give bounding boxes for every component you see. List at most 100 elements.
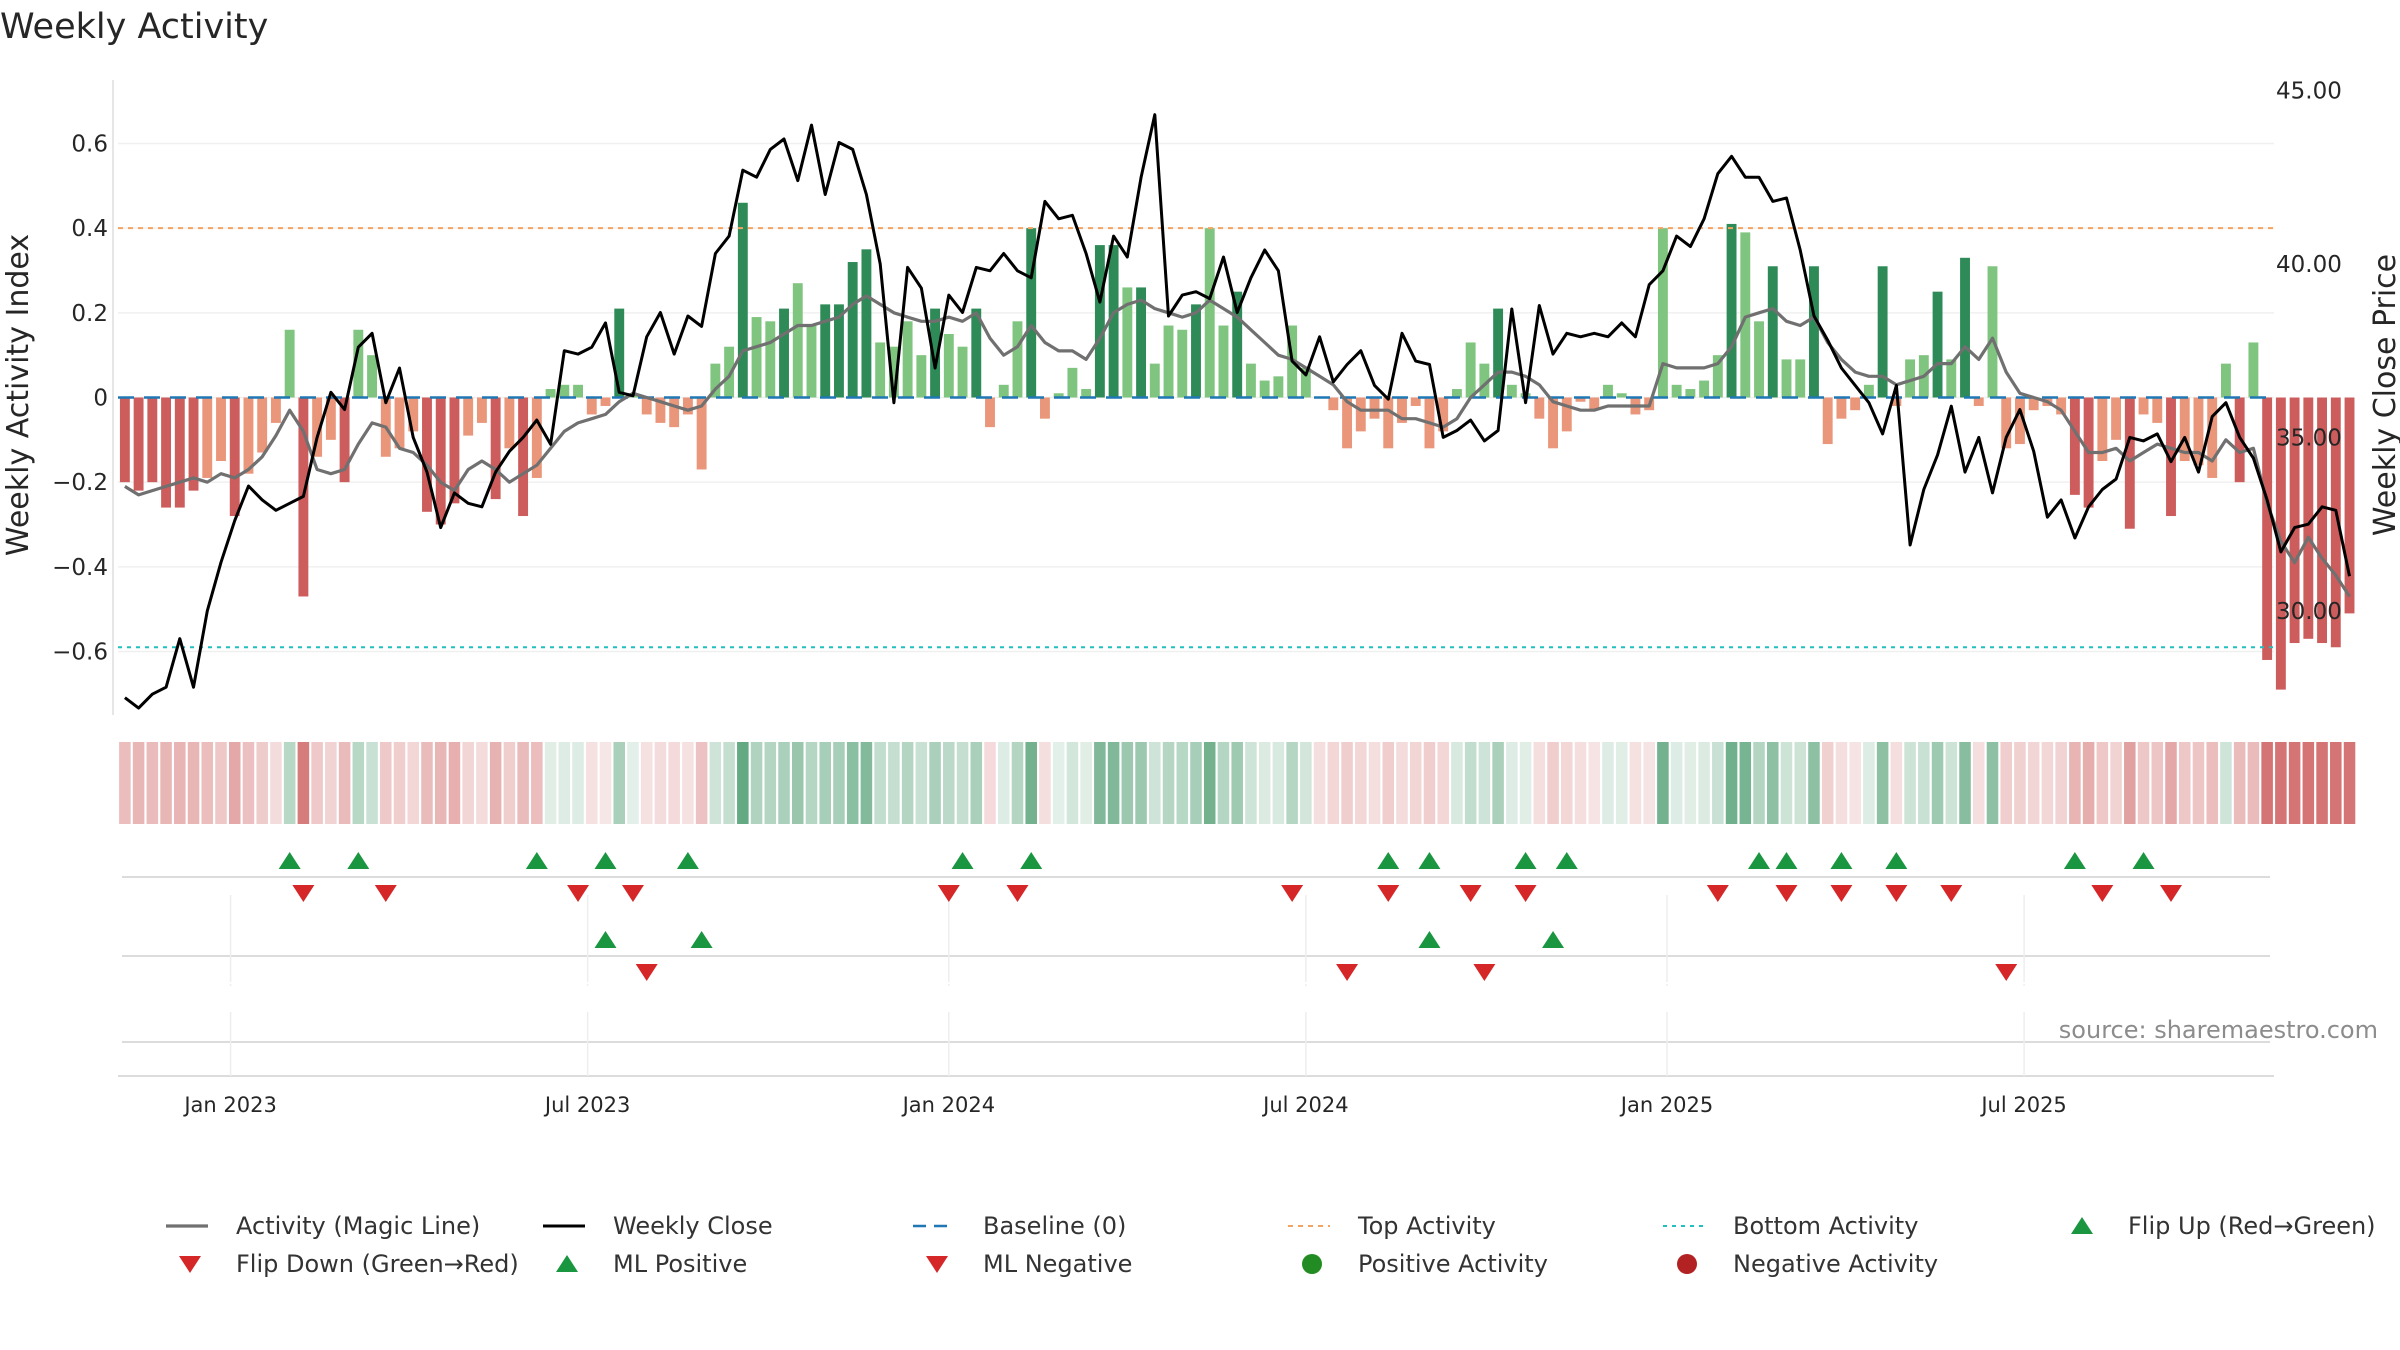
activity-bar [2138,397,2149,415]
flip-down-marker [292,885,315,902]
heat-strip-cell [476,742,488,824]
heat-strip-cell [1931,742,1944,824]
activity-bar [669,397,680,428]
heat-strip-cell [2096,742,2109,824]
heat-strip-cell [723,742,735,824]
heat-strip-cell [1615,742,1628,824]
heat-strip-cell [984,742,996,824]
x-tick-label: Jan 2024 [901,1093,996,1117]
activity-bar [1122,287,1133,398]
flip-down-marker [374,885,397,902]
flip-down-marker [1459,885,1482,902]
heat-strip-cell [2069,742,2081,824]
activity-bar [1355,397,1366,432]
heat-strip-cell [2316,742,2328,824]
activity-bar [820,304,831,398]
activity-bar [1218,325,1229,398]
activity-bar [971,308,982,398]
heat-strip-cell [2178,742,2191,824]
flip-down-marker [1940,885,1963,902]
activity-bar [2303,397,2314,639]
heat-strip-cell [1409,742,1422,824]
y-tick-label: −0.2 [52,470,108,496]
activity-bar [174,397,185,508]
activity-bar [916,355,927,398]
heat-strip-cell [737,742,749,824]
heat-strip-cell [393,742,406,824]
weekly-close-line [123,113,2351,710]
flip-up-marker [676,852,699,869]
activity-bar [1397,397,1407,423]
legend-label: Flip Down (Green→Red) [236,1250,519,1278]
activity-bars [119,202,2355,690]
activity-bar [1671,384,1682,398]
y-tick-label: −0.6 [52,640,108,666]
flip-down-marker [1514,885,1537,902]
heat-strip-cell [434,742,447,824]
flip-up-marker [2063,852,2086,869]
heat-strip-cell [558,742,571,824]
source-credit: source: sharemaestro.com [2059,1016,2378,1044]
heat-strip-cell [1986,742,1999,824]
activity-bar [1094,245,1105,398]
heat-strip-cell [1643,742,1655,824]
heat-strip-cell [1712,742,1724,824]
heat-strip-cell [764,742,777,824]
heat-strip-cell [791,742,804,824]
activity-bar [655,397,666,423]
activity-bar [161,397,172,508]
activity-bar [861,249,872,398]
flip-up-marker [278,852,301,869]
heat-strip-cell [1423,742,1436,824]
activity-bar [930,308,941,398]
activity-bar [1383,397,1394,449]
heat-strip-cell [1258,742,1271,824]
activity-bar [2111,397,2122,440]
activity-bar [1589,397,1600,411]
legend-swatch-up-triangle [556,1255,578,1272]
heat-strip-cell [599,742,612,824]
date-axis: Jan 2023 Jul 2023 Jan 2024 Jul 2024 Jan 2025… [182,1093,2066,1117]
activity-bar [559,384,570,398]
heat-strip-cell [1478,742,1491,824]
activity-bar [875,342,886,398]
flip-up-marker [1555,852,1578,869]
activity-bar [188,397,199,491]
activity-bar [1163,325,1174,398]
legend-label: Flip Up (Red→Green) [2128,1212,2376,1240]
activity-bar [1149,363,1160,398]
heat-strip-cell [531,742,543,824]
flip-up-marker [2132,852,2155,869]
heat-strip-cell [1039,742,1051,824]
heat-strip-cell [1396,742,1408,824]
heat-strip-cell [352,742,365,824]
heat-strip-cell [695,742,708,824]
x-tick-label: Jul 2023 [543,1093,630,1117]
activity-bar [1177,329,1188,398]
heat-strip-cell [270,742,282,824]
heat-strip-cell [146,742,159,824]
heat-strip-cell [1547,742,1559,824]
activity-bar [902,321,913,398]
activity-bar [1973,397,1984,406]
ml-negative-marker [1336,964,1359,981]
activity-bar [1108,245,1119,398]
activity-bar [339,397,350,483]
flip-up-marker [1748,852,1771,869]
activity-bar [1987,266,1998,398]
heat-strip-cell [956,742,969,824]
heat-strip-cell [750,742,763,824]
heat-strip-cell [1725,742,1738,824]
y-tick-label: 0.4 [71,216,108,242]
heat-strip-cell [1863,742,1875,824]
activity-bar [2344,397,2355,614]
activity-bar [1232,291,1243,398]
activity-bar [490,397,501,500]
flip-up-marker [1418,852,1441,869]
x-tick-label: Jan 2023 [182,1093,277,1117]
heat-strip-cell [1355,742,1367,824]
heat-strip-cell [1780,742,1793,824]
activity-bar [1026,228,1037,398]
heat-strip-cell [1492,742,1504,824]
activity-bar [518,397,529,517]
